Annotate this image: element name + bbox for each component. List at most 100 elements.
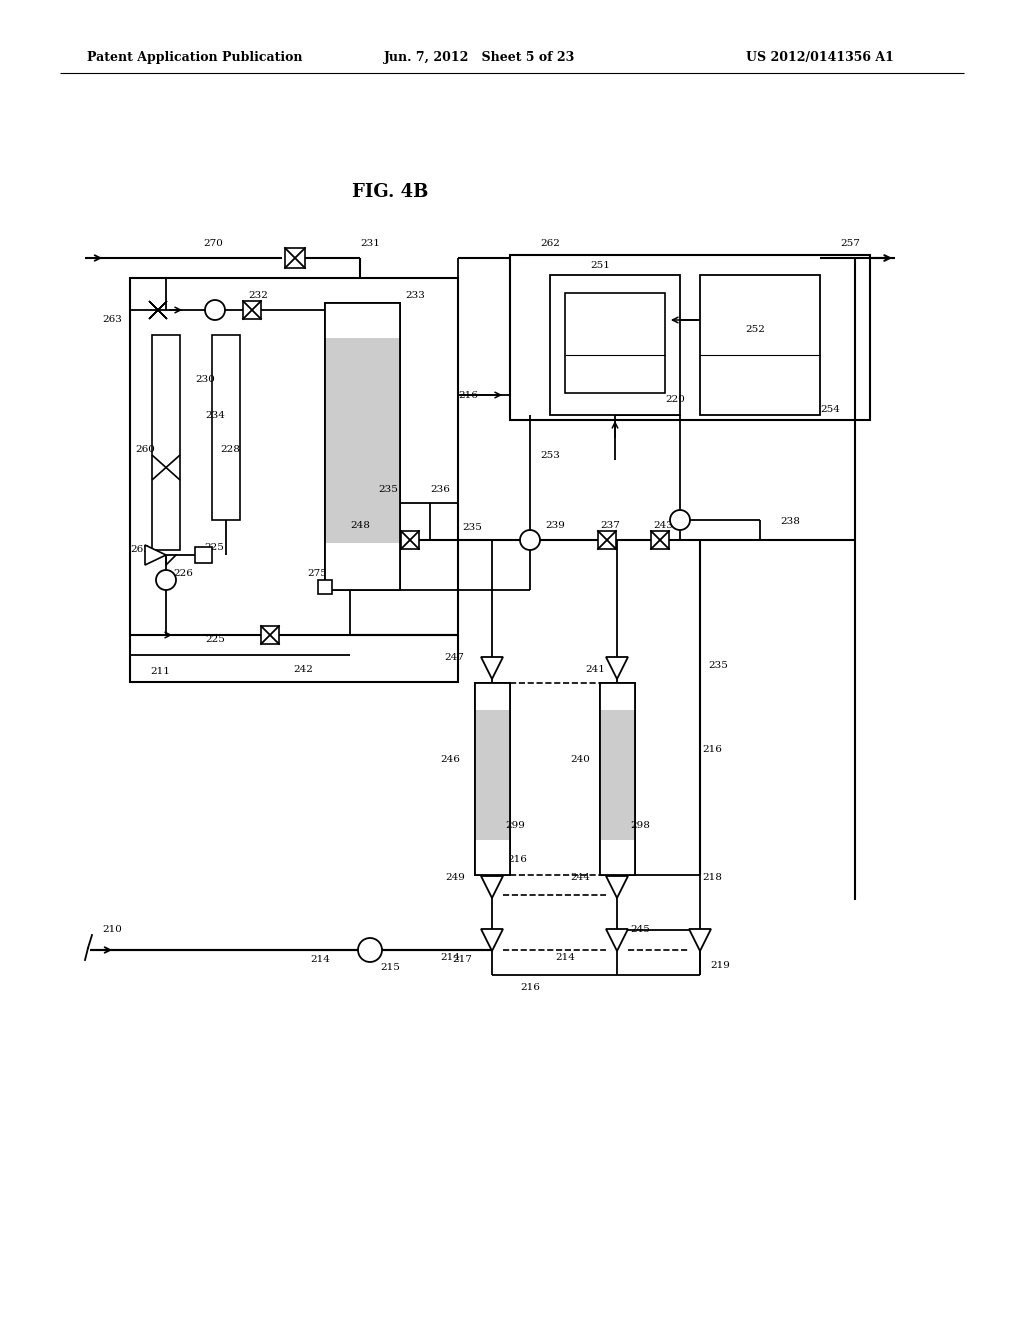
- Bar: [285, 248, 305, 268]
- Circle shape: [670, 510, 690, 531]
- Polygon shape: [481, 876, 503, 898]
- Text: 251: 251: [590, 260, 610, 269]
- Text: 238: 238: [780, 517, 800, 527]
- Polygon shape: [606, 876, 628, 898]
- Text: 240: 240: [570, 755, 590, 764]
- Bar: [475, 840, 510, 875]
- Bar: [600, 682, 635, 875]
- Text: 216: 216: [458, 391, 478, 400]
- Bar: [600, 840, 635, 875]
- Bar: [325, 543, 400, 590]
- Bar: [475, 682, 510, 875]
- Text: Patent Application Publication: Patent Application Publication: [87, 50, 303, 63]
- Bar: [510, 255, 870, 420]
- Text: 226: 226: [173, 569, 193, 578]
- Text: 235: 235: [708, 660, 728, 669]
- Text: 216: 216: [520, 983, 540, 993]
- Text: 234: 234: [205, 411, 225, 420]
- Text: 250: 250: [600, 326, 620, 334]
- Polygon shape: [145, 545, 166, 565]
- Bar: [600, 682, 635, 710]
- Bar: [325, 304, 400, 590]
- Bar: [651, 531, 669, 549]
- Bar: [195, 546, 212, 564]
- Bar: [550, 275, 680, 414]
- Text: 230: 230: [195, 375, 215, 384]
- Text: 298: 298: [630, 821, 650, 829]
- Bar: [600, 682, 635, 875]
- Bar: [598, 531, 616, 549]
- Text: 216: 216: [702, 746, 722, 755]
- Text: 210: 210: [102, 925, 122, 935]
- Bar: [600, 710, 635, 840]
- Bar: [475, 682, 510, 875]
- Circle shape: [520, 531, 540, 550]
- Bar: [318, 579, 332, 594]
- Bar: [152, 335, 180, 550]
- Text: 233: 233: [406, 290, 425, 300]
- Text: 218: 218: [702, 873, 722, 882]
- Text: 253: 253: [540, 450, 560, 459]
- Text: 214: 214: [440, 953, 460, 962]
- Bar: [212, 335, 240, 520]
- Polygon shape: [481, 657, 503, 678]
- Text: 225: 225: [204, 543, 224, 552]
- Text: 216: 216: [507, 855, 527, 865]
- Bar: [700, 275, 820, 414]
- Text: 219: 219: [710, 961, 730, 969]
- Bar: [130, 279, 458, 682]
- Text: 270: 270: [203, 239, 223, 248]
- Text: 243: 243: [653, 520, 673, 529]
- Bar: [325, 338, 400, 543]
- Text: 214: 214: [310, 956, 330, 965]
- Polygon shape: [481, 929, 503, 950]
- Circle shape: [156, 570, 176, 590]
- Polygon shape: [606, 657, 628, 678]
- Text: 245: 245: [630, 925, 650, 935]
- Text: 262: 262: [540, 239, 560, 248]
- Text: 235: 235: [462, 524, 482, 532]
- Circle shape: [205, 300, 225, 319]
- Text: 217: 217: [452, 956, 472, 965]
- Text: 299: 299: [505, 821, 525, 829]
- Bar: [243, 301, 261, 319]
- Bar: [261, 626, 279, 644]
- Polygon shape: [689, 929, 711, 950]
- Text: 214: 214: [555, 953, 574, 962]
- Text: 237: 237: [600, 520, 620, 529]
- Text: 260: 260: [135, 446, 155, 454]
- Text: 254: 254: [820, 405, 840, 414]
- Text: 235: 235: [378, 486, 398, 495]
- Bar: [565, 293, 665, 393]
- Text: 242: 242: [293, 665, 313, 675]
- Text: 220: 220: [665, 396, 685, 404]
- Text: 257: 257: [840, 239, 860, 248]
- Bar: [325, 304, 400, 590]
- Text: 225: 225: [205, 635, 225, 644]
- Text: 215: 215: [380, 964, 400, 973]
- Text: 262: 262: [130, 545, 150, 554]
- Text: 247: 247: [444, 652, 464, 661]
- Bar: [325, 304, 400, 338]
- Text: 263: 263: [102, 315, 122, 325]
- Text: 241: 241: [585, 665, 605, 675]
- Bar: [475, 682, 510, 710]
- Bar: [475, 710, 510, 840]
- Text: US 2012/0141356 A1: US 2012/0141356 A1: [746, 50, 894, 63]
- Circle shape: [358, 939, 382, 962]
- Text: 236: 236: [430, 486, 450, 495]
- Text: 231: 231: [360, 239, 380, 248]
- Text: 228: 228: [220, 446, 240, 454]
- Text: 246: 246: [440, 755, 460, 764]
- Text: 275: 275: [307, 569, 327, 578]
- Text: 252: 252: [745, 326, 765, 334]
- Bar: [401, 531, 419, 549]
- Text: 244: 244: [570, 873, 590, 882]
- Text: FIG. 4B: FIG. 4B: [352, 183, 428, 201]
- Text: Jun. 7, 2012   Sheet 5 of 23: Jun. 7, 2012 Sheet 5 of 23: [384, 50, 575, 63]
- Text: 248: 248: [350, 520, 370, 529]
- Text: 211: 211: [151, 668, 170, 676]
- Polygon shape: [150, 301, 167, 319]
- Text: 249: 249: [445, 873, 465, 882]
- Polygon shape: [606, 929, 628, 950]
